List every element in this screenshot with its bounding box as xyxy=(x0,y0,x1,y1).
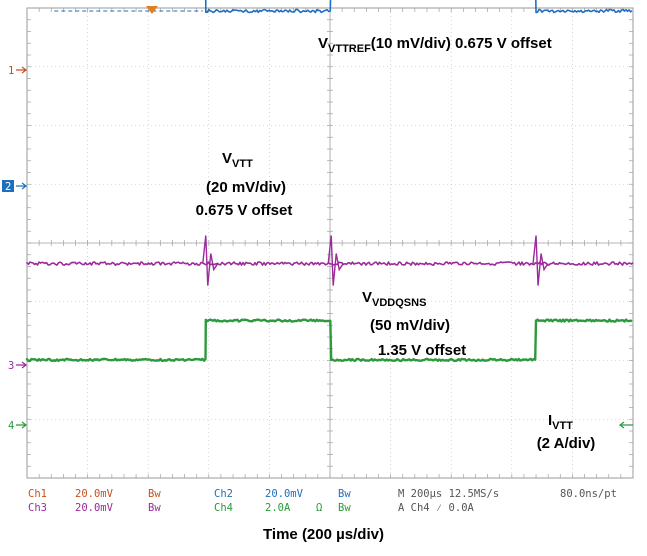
readout-trigger: A Ch4 ⁄ 0.0A xyxy=(398,502,475,514)
readout-ch1-bw: Bw xyxy=(148,488,161,500)
readout-ch4-bw: Bw xyxy=(338,502,351,514)
channel-markers: 1 2 3 4 xyxy=(2,6,633,432)
trace-ch4 xyxy=(25,318,633,363)
vddqsns-annotation: VVDDQSNS (50 mV/div) 1.35 V offset xyxy=(362,289,466,359)
readout-ch1: Ch1 xyxy=(28,488,47,500)
readout-ch3: Ch3 xyxy=(28,502,47,514)
trace-ch3 xyxy=(26,261,634,266)
readout-ch4-scale: 2.0A xyxy=(265,502,291,514)
svg-text:(2 A/div): (2 A/div) xyxy=(537,435,596,452)
ch3-transient-spike xyxy=(532,235,549,286)
ch2-marker-arrow xyxy=(16,182,27,190)
ch3-transient-spike xyxy=(202,235,219,286)
readout-resolution: 80.0ns/pt xyxy=(560,488,617,500)
readout-ch2: Ch2 xyxy=(214,488,233,500)
reference-levels xyxy=(54,10,203,12)
x-axis-label: Time (200 µs/div) xyxy=(263,526,384,543)
ch4-marker-label: 4 xyxy=(8,420,14,432)
svg-text:0.675 V offset: 0.675 V offset xyxy=(196,202,293,219)
ch1-marker-arrow xyxy=(16,66,27,74)
ch1-marker-label: 1 xyxy=(8,65,14,77)
ch3-marker-arrow xyxy=(16,361,27,369)
readout-ch3-bw: Bw xyxy=(148,502,161,514)
svg-text:(20 mV/div): (20 mV/div) xyxy=(206,179,286,196)
readout-ch2-scale: 20.0mV xyxy=(265,488,304,500)
vttref-annotation: VVTTREF(10 mV/div) 0.675 V offset xyxy=(318,35,552,55)
ivtt-annotation: IVTT (2 A/div) xyxy=(537,412,596,452)
vtt-annotation: VVTT (20 mV/div) 0.675 V offset xyxy=(196,150,293,219)
readout-ch3-scale: 20.0mV xyxy=(75,502,114,514)
trace-ch2 xyxy=(204,0,633,14)
trigger-level-arrow xyxy=(619,421,633,429)
readout-ch1-scale: 20.0mV xyxy=(75,488,114,500)
trigger-position-marker xyxy=(146,6,158,14)
readout-ch4-ohm: Ω xyxy=(316,502,322,514)
ch3-marker-label: 3 xyxy=(8,360,14,372)
ch3-transient-spike xyxy=(327,235,344,286)
readout-timebase: M 200µs 12.5MS/s xyxy=(398,488,499,500)
ch4-marker-arrow xyxy=(16,421,27,429)
svg-text:VVDDQSNS: VVDDQSNS xyxy=(362,289,426,309)
scope-readout: Ch1 20.0mV Bw Ch2 20.0mV Bw M 200µs 12.5… xyxy=(28,488,617,514)
ch2-marker-box xyxy=(2,180,14,192)
svg-text:IVTT: IVTT xyxy=(548,412,573,432)
svg-text:VVTT: VVTT xyxy=(222,150,253,170)
svg-text:1.35 V offset: 1.35 V offset xyxy=(378,342,466,359)
readout-ch2-bw: Bw xyxy=(338,488,351,500)
oscilloscope-screen: 1 2 3 4 VVTTREF(10 mV/div) 0.675 V offse… xyxy=(2,0,634,514)
readout-ch4: Ch4 xyxy=(214,502,233,514)
svg-text:(50 mV/div): (50 mV/div) xyxy=(370,317,450,334)
ch2-marker-label: 2 xyxy=(5,181,11,193)
waveform-traces xyxy=(25,0,634,363)
